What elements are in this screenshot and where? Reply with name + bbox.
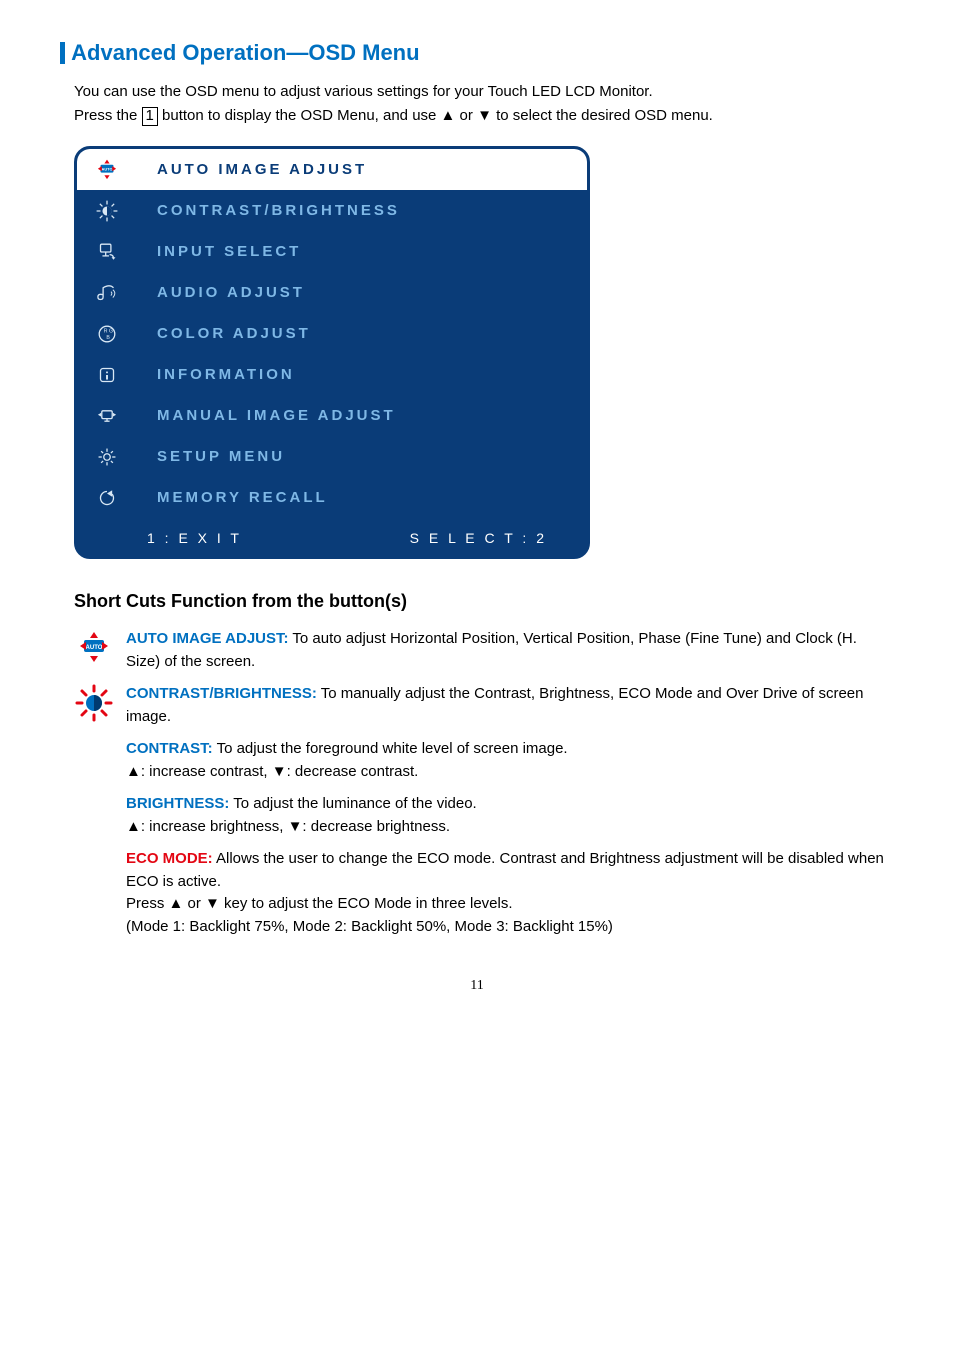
heading-row: Advanced Operation—OSD Menu [60, 40, 894, 66]
color-icon: RGB [77, 313, 137, 354]
feature-brightness: BRIGHTNESS: To adjust the luminance of t… [74, 793, 894, 838]
osd-item-memory[interactable]: MEMORY RECALL [77, 477, 587, 518]
osd-item-color[interactable]: RGB COLOR ADJUST [77, 313, 587, 354]
osd-item-manual[interactable]: MANUAL IMAGE ADJUST [77, 395, 587, 436]
feature-auto-image: AUTO AUTO IMAGE ADJUST: To auto adjust H… [74, 628, 894, 673]
osd-item-input[interactable]: INPUT SELECT [77, 231, 587, 272]
controls: ▲: increase contrast, ▼: decrease contra… [126, 761, 894, 784]
svg-text:AUTO: AUTO [86, 645, 103, 651]
osd-label: INPUT SELECT [137, 231, 587, 272]
page-number: 11 [60, 978, 894, 994]
osd-label: COLOR ADJUST [137, 313, 587, 354]
accent-bar [60, 42, 65, 64]
svg-text:B: B [106, 335, 110, 341]
osd-label: SETUP MENU [137, 436, 587, 477]
spacer [74, 738, 126, 783]
svg-text:AUTO: AUTO [102, 166, 113, 171]
osd-label: AUTO IMAGE ADJUST [137, 149, 587, 190]
gear-icon [77, 436, 137, 477]
intro-line2b: button to display the OSD Menu, and use … [158, 107, 713, 124]
desc: Allows the user to change the ECO mode. … [126, 850, 884, 890]
feature-contrast-brightness: CONTRAST/BRIGHTNESS: To manually adjust … [74, 683, 894, 728]
feature-eco: ECO MODE: Allows the user to change the … [74, 848, 894, 938]
shortcuts-heading: Short Cuts Function from the button(s) [74, 591, 894, 612]
intro-line1: You can use the OSD menu to adjust vario… [74, 83, 653, 100]
feature-contrast: CONTRAST: To adjust the foreground white… [74, 738, 894, 783]
feature-text: BRIGHTNESS: To adjust the luminance of t… [126, 793, 894, 838]
input-icon [77, 231, 137, 272]
page-title: Advanced Operation—OSD Menu [71, 40, 419, 65]
auto-image-icon: AUTO [74, 628, 126, 673]
info-icon [77, 354, 137, 395]
eco-l2: Press ▲ or ▼ key to adjust the ECO Mode … [126, 893, 894, 916]
osd-label: MANUAL IMAGE ADJUST [137, 395, 587, 436]
osd-item-setup[interactable]: SETUP MENU [77, 436, 587, 477]
svg-text:R: R [104, 328, 108, 334]
osd-footer: 1 : E X I T S E L E C T : 2 [77, 518, 587, 556]
footer-select: S E L E C T : 2 [410, 530, 547, 546]
manual-icon [77, 395, 137, 436]
feature-text: CONTRAST: To adjust the foreground white… [126, 738, 894, 783]
feature-text: AUTO IMAGE ADJUST: To auto adjust Horizo… [126, 628, 894, 673]
audio-icon [77, 272, 137, 313]
osd-item-info[interactable]: INFORMATION [77, 354, 587, 395]
footer-exit: 1 : E X I T [147, 530, 242, 546]
spacer [74, 793, 126, 838]
label: CONTRAST/BRIGHTNESS: [126, 685, 317, 702]
osd-item-contrast[interactable]: CONTRAST/BRIGHTNESS [77, 190, 587, 231]
osd-label: CONTRAST/BRIGHTNESS [137, 190, 587, 231]
intro-line2a: Press the [74, 107, 142, 124]
feature-text: CONTRAST/BRIGHTNESS: To manually adjust … [126, 683, 894, 728]
osd-label: AUDIO ADJUST [137, 272, 587, 313]
brightness-icon [77, 190, 137, 231]
recall-icon [77, 477, 137, 518]
label: ECO MODE: [126, 850, 213, 867]
eco-l3: (Mode 1: Backlight 75%, Mode 2: Backligh… [126, 916, 894, 939]
controls: ▲: increase brightness, ▼: decrease brig… [126, 816, 894, 839]
osd-menu: AUTO AUTO IMAGE ADJUST CONTRAST/BRIGHTNE… [74, 146, 590, 559]
osd-item-auto-image[interactable]: AUTO AUTO IMAGE ADJUST [77, 149, 587, 190]
osd-label: INFORMATION [137, 354, 587, 395]
label: CONTRAST: [126, 740, 213, 757]
osd-item-audio[interactable]: AUDIO ADJUST [77, 272, 587, 313]
brightness-icon [74, 683, 126, 728]
label: AUTO IMAGE ADJUST: [126, 630, 289, 647]
spacer [74, 848, 126, 938]
label: BRIGHTNESS: [126, 795, 229, 812]
feature-text: ECO MODE: Allows the user to change the … [126, 848, 894, 938]
auto-image-icon: AUTO [77, 149, 137, 190]
svg-text:G: G [109, 328, 113, 334]
desc: To adjust the luminance of the video. [229, 795, 476, 812]
intro-text: You can use the OSD menu to adjust vario… [74, 80, 894, 128]
key-1-box: 1 [142, 107, 158, 126]
desc: To adjust the foreground white level of … [213, 740, 568, 757]
osd-label: MEMORY RECALL [137, 477, 587, 518]
